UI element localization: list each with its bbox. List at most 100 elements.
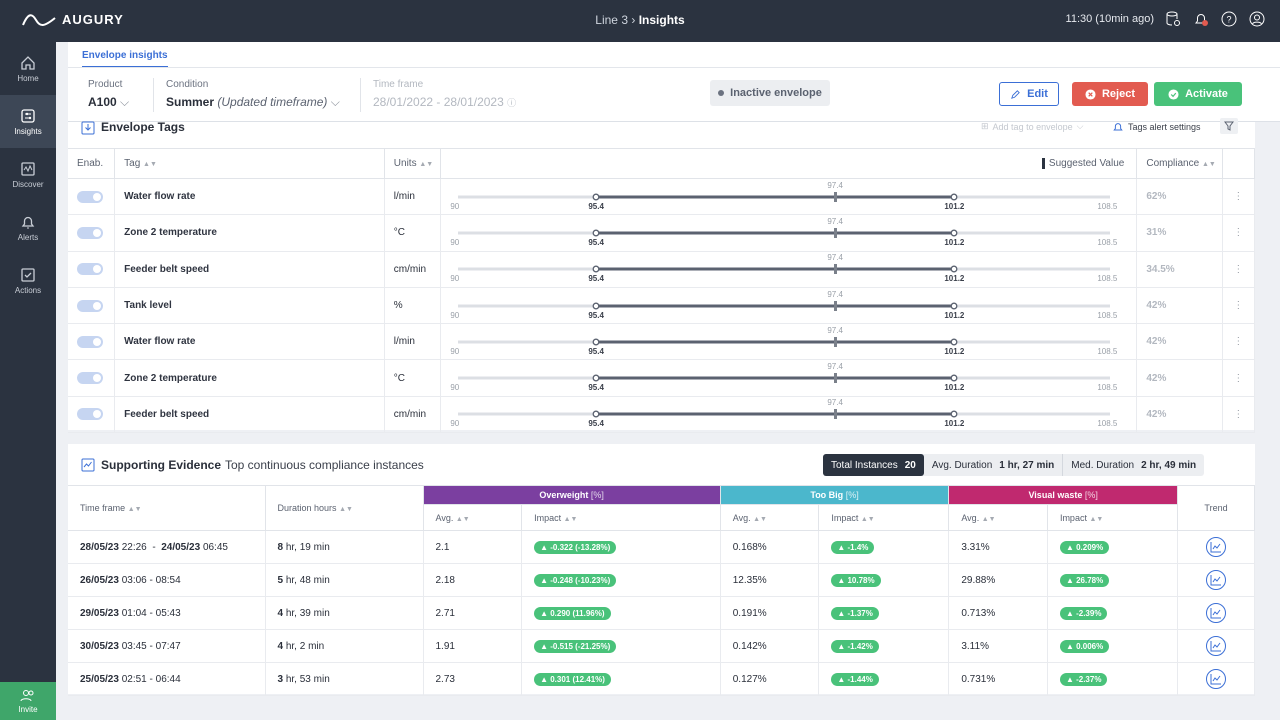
- tab-envelope-insights[interactable]: Envelope insights: [82, 50, 168, 68]
- enable-toggle[interactable]: [77, 190, 103, 203]
- enable-toggle[interactable]: [77, 335, 103, 348]
- range-high-handle[interactable]: [950, 410, 958, 418]
- reject-button[interactable]: Reject: [1072, 82, 1148, 106]
- visual-avg: 29.88%: [948, 563, 1048, 597]
- range-track: [458, 264, 1111, 275]
- trend-chart-icon: [1210, 641, 1221, 652]
- suggested-value: 97.4: [827, 180, 843, 190]
- table-row: 25/05/23 02:51 - 06:44 3 hr, 53 min 2.73…: [68, 662, 1255, 696]
- column-header-impact[interactable]: Impact ▲▼: [521, 504, 721, 531]
- sidebar-item-alerts[interactable]: Alerts: [0, 201, 56, 254]
- range-low-handle[interactable]: [592, 374, 600, 382]
- range-low-handle[interactable]: [592, 410, 600, 418]
- visual-impact-cell: ▲ 26.78%: [1047, 563, 1179, 597]
- trend-chart-button[interactable]: [1206, 570, 1226, 590]
- range-slider[interactable]: 90 95.4 97.4 101.2 108.5: [450, 397, 1136, 431]
- table-row: Feeder belt speed cm/min 90 95.4 97.4 10…: [68, 396, 1256, 434]
- column-header-avg[interactable]: Avg. ▲▼: [720, 504, 820, 531]
- help-icon[interactable]: ?: [1220, 10, 1238, 28]
- range-max: 108.5: [1097, 310, 1118, 320]
- column-header-avg[interactable]: Avg. ▲▼: [948, 504, 1048, 531]
- row-menu-icon[interactable]: ⋮: [1222, 214, 1256, 252]
- column-header-tag[interactable]: Tag ▲▼: [114, 148, 385, 179]
- table-row: 30/05/23 03:45 - 07:47 4 hr, 2 min 1.91 …: [68, 629, 1255, 663]
- column-header-duration[interactable]: Duration hours ▲▼: [265, 485, 424, 531]
- column-header-impact[interactable]: Impact ▲▼: [818, 504, 950, 531]
- sidebar-item-actions[interactable]: Actions: [0, 254, 56, 307]
- trend-chart-button[interactable]: [1206, 603, 1226, 623]
- row-menu-icon[interactable]: ⋮: [1222, 178, 1256, 216]
- sort-icon: ▲▼: [1201, 161, 1216, 168]
- trend-chart-button[interactable]: [1206, 636, 1226, 656]
- product-select[interactable]: Product A100 ⌵: [88, 79, 129, 110]
- range-low-value: 95.4: [588, 274, 604, 284]
- suggested-value: 97.4: [827, 253, 843, 263]
- row-menu-icon[interactable]: ⋮: [1222, 251, 1256, 288]
- range-low-handle[interactable]: [592, 265, 600, 273]
- enable-toggle[interactable]: [77, 263, 103, 276]
- edit-button[interactable]: Edit: [999, 82, 1059, 106]
- breadcrumb-current: Insights: [638, 13, 685, 27]
- range-slider[interactable]: 90 95.4 97.4 101.2 108.5: [450, 252, 1136, 286]
- sidebar-item-discover[interactable]: Discover: [0, 148, 56, 201]
- sidebar-item-home[interactable]: Home: [0, 42, 56, 95]
- column-header-avg[interactable]: Avg. ▲▼: [423, 504, 523, 531]
- user-icon[interactable]: [1248, 10, 1266, 28]
- range-slider[interactable]: 90 95.4 97.4 101.2 108.5: [450, 289, 1136, 323]
- enable-toggle[interactable]: [77, 408, 103, 421]
- range-high-handle[interactable]: [950, 302, 958, 309]
- activate-button[interactable]: Activate: [1154, 82, 1242, 106]
- range-high-value: 101.2: [944, 237, 965, 247]
- range-slider[interactable]: 90 95.4 97.4 101.2 108.5: [450, 325, 1136, 359]
- database-icon[interactable]: [1164, 10, 1182, 28]
- impact-badge: ▲ -0.248 (-10.23%): [534, 573, 617, 587]
- impact-badge: ▲ -0.322 (-13.28%): [534, 540, 617, 554]
- enable-toggle[interactable]: [77, 299, 103, 312]
- range-high-handle[interactable]: [950, 374, 958, 382]
- sidebar: Home Insights Discover Alerts Actions In…: [0, 42, 56, 720]
- invite-button[interactable]: Invite: [0, 682, 56, 720]
- column-header-timeframe[interactable]: Time frame ▲▼: [68, 485, 266, 531]
- range-track: [458, 300, 1111, 311]
- column-header-impact[interactable]: Impact ▲▼: [1047, 504, 1179, 531]
- row-menu-icon[interactable]: ⋮: [1222, 396, 1256, 434]
- impact-badge: ▲ -1.4%: [831, 540, 875, 554]
- column-header-compliance[interactable]: Compliance ▲▼: [1136, 148, 1223, 179]
- visual-impact-cell: ▲ 0.209%: [1047, 530, 1179, 564]
- filter-button[interactable]: [1220, 118, 1238, 134]
- condition-select[interactable]: Condition Summer (Updated timeframe) ⌵: [166, 79, 340, 110]
- enable-toggle[interactable]: [77, 226, 103, 239]
- range-slider[interactable]: 90 95.4 97.4 101.2 108.5: [450, 361, 1136, 395]
- range-high-handle[interactable]: [950, 265, 958, 273]
- row-menu-icon[interactable]: ⋮: [1222, 323, 1256, 361]
- trend-chart-button[interactable]: [1206, 669, 1226, 689]
- range-slider[interactable]: 90 95.4 97.4 101.2 108.5: [450, 180, 1136, 214]
- range-low-handle[interactable]: [592, 193, 600, 201]
- suggested-value-marker: [834, 264, 838, 275]
- augury-logo[interactable]: AUGURY: [22, 12, 124, 27]
- row-menu-icon[interactable]: ⋮: [1222, 359, 1256, 397]
- range-high-handle[interactable]: [950, 229, 958, 237]
- range-low-handle[interactable]: [592, 302, 600, 309]
- enable-toggle[interactable]: [77, 372, 103, 385]
- tags-alert-settings-button[interactable]: Tags alert settings: [1112, 121, 1201, 133]
- range-cell: 90 95.4 97.4 101.2 108.5: [440, 287, 1138, 325]
- bell-alert-icon[interactable]: [1192, 10, 1210, 28]
- add-tag-button[interactable]: ⊞ Add tag to envelope ⌵: [981, 121, 1083, 132]
- toobig-impact-cell: ▲ -1.42%: [818, 629, 950, 663]
- range-low-handle[interactable]: [592, 338, 600, 346]
- checkbox-icon: [21, 267, 35, 282]
- overweight-avg: 2.71: [422, 596, 523, 630]
- sidebar-item-insights[interactable]: Insights: [0, 95, 56, 148]
- range-high-handle[interactable]: [950, 193, 958, 201]
- range-low-handle[interactable]: [592, 229, 600, 237]
- group-label: Too Big: [810, 490, 844, 500]
- row-menu-icon[interactable]: ⋮: [1222, 287, 1256, 325]
- toobig-impact-cell: ▲ -1.37%: [818, 596, 950, 630]
- trend-chart-button[interactable]: [1206, 537, 1226, 557]
- column-header-units[interactable]: Units ▲▼: [384, 148, 442, 179]
- range-min: 90: [450, 237, 460, 247]
- breadcrumb-parent[interactable]: Line 3: [595, 13, 628, 27]
- range-slider[interactable]: 90 95.4 97.4 101.2 108.5: [450, 216, 1136, 250]
- range-high-handle[interactable]: [950, 338, 958, 346]
